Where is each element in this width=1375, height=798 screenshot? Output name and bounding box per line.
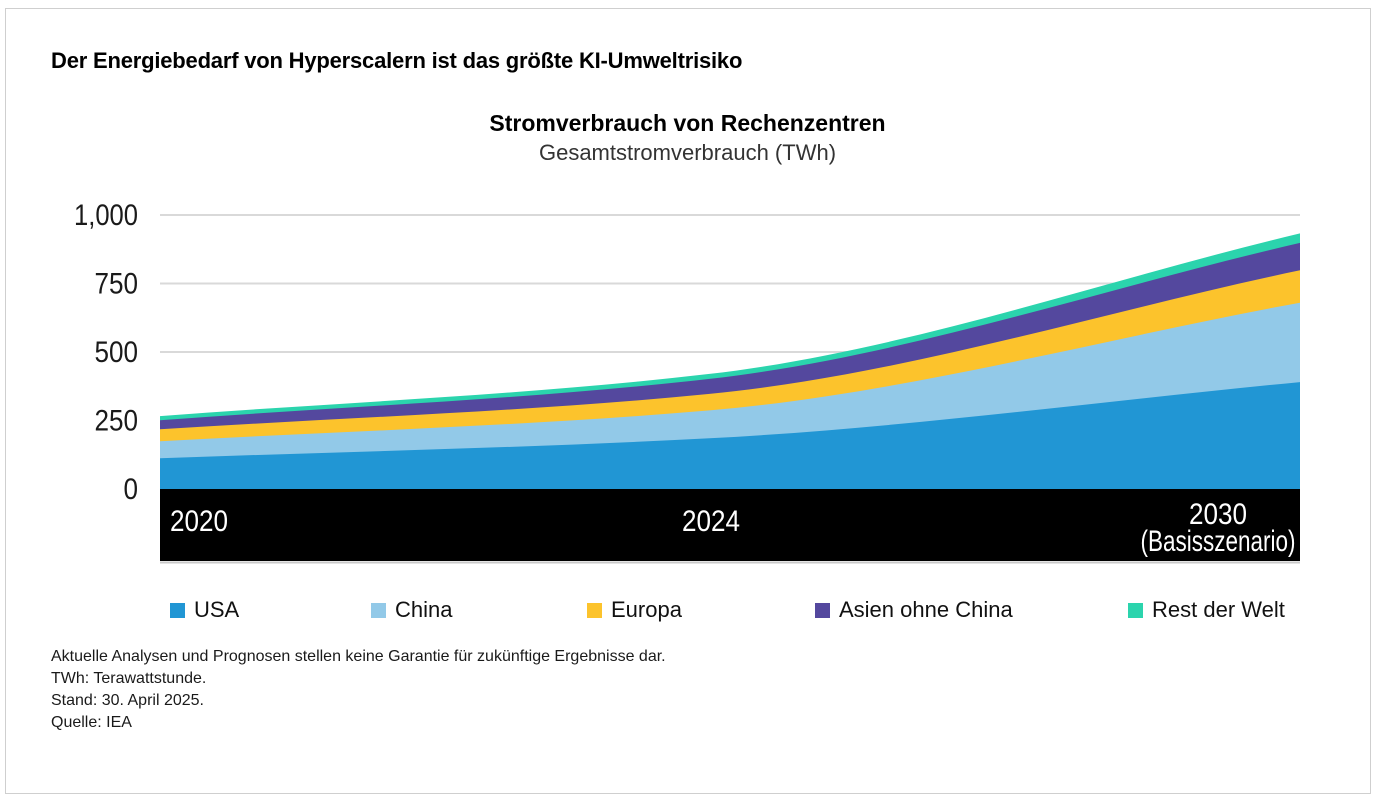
- legend-swatch-usa: [170, 602, 185, 618]
- area-series: [160, 233, 1300, 489]
- svg-text:0: 0: [124, 473, 139, 506]
- footnotes: Aktuelle Analysen und Prognosen stellen …: [51, 646, 666, 734]
- legend-item-china: China: [371, 597, 452, 623]
- x-tick-2030-scenario: (Basisszenario): [1141, 525, 1296, 558]
- legend-item-europa: Europa: [587, 597, 682, 623]
- legend-label-rest: Rest der Welt: [1152, 597, 1285, 622]
- y-axis-labels: 0 250 500 750 1,000: [74, 199, 138, 506]
- footnote-disclaimer: Aktuelle Analysen und Prognosen stellen …: [51, 648, 666, 665]
- legend-item-rest-der-welt: Rest der Welt: [1128, 597, 1285, 623]
- legend-item-asien-ohne-china: Asien ohne China: [815, 597, 1013, 623]
- x-tick-2030: 2030: [1189, 498, 1247, 531]
- legend-item-usa: USA: [170, 597, 239, 623]
- legend-swatch-europa: [587, 602, 602, 618]
- footnote-source: Quelle: IEA: [51, 714, 132, 731]
- page-title: Der Energiebedarf von Hyperscalern ist d…: [51, 48, 743, 73]
- legend-label-china: China: [395, 597, 453, 622]
- svg-text:1,000: 1,000: [74, 199, 138, 232]
- svg-text:250: 250: [95, 405, 139, 438]
- x-tick-2020: 2020: [170, 505, 228, 538]
- footnote-twh: TWh: Terawattstunde.: [51, 670, 207, 687]
- legend-label-asien: Asien ohne China: [839, 597, 1013, 622]
- svg-text:500: 500: [95, 336, 139, 369]
- legend-label-europa: Europa: [611, 597, 682, 622]
- x-tick-2024: 2024: [682, 505, 740, 538]
- chart-title: Stromverbrauch von Rechenzentren: [489, 110, 886, 136]
- legend-swatch-rest: [1128, 602, 1143, 618]
- x-axis-band: [160, 489, 1300, 561]
- svg-text:750: 750: [95, 268, 139, 301]
- legend-swatch-asien: [815, 602, 830, 618]
- chart-subtitle: Gesamtstromverbrauch (TWh): [538, 140, 837, 165]
- legend-label-usa: USA: [194, 597, 240, 622]
- legend-swatch-china: [371, 602, 386, 618]
- footnote-date: Stand: 30. April 2025.: [51, 692, 204, 709]
